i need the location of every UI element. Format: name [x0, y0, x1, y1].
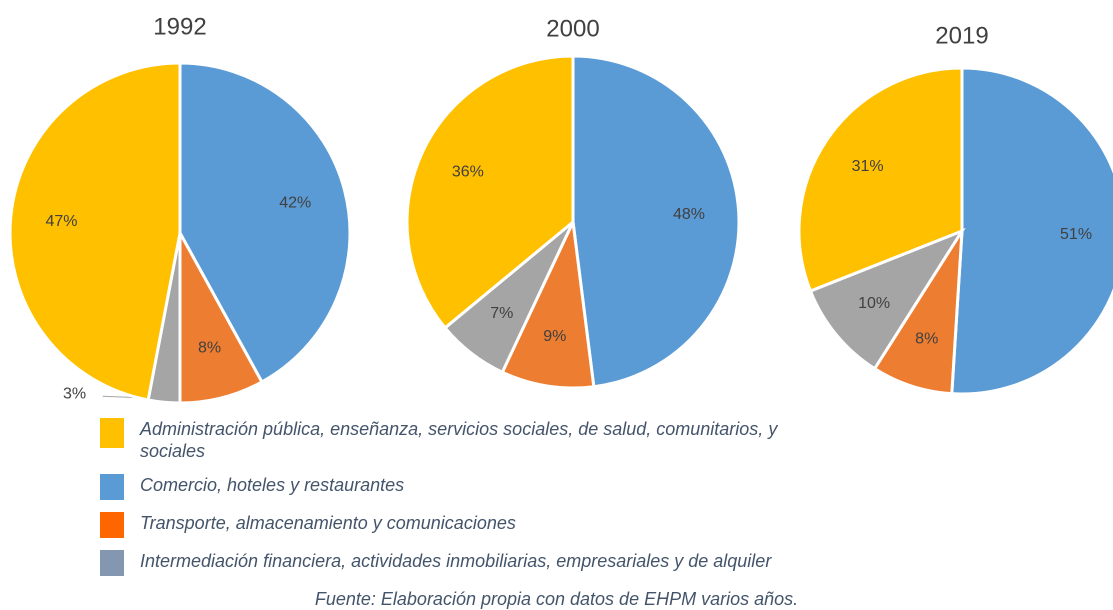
data-label: 47% [46, 213, 78, 230]
legend-swatch [100, 474, 124, 500]
pie-slice [500, 216, 596, 390]
pie-slice [797, 66, 964, 293]
legend-label: Comercio, hoteles y restaurantes [140, 475, 405, 495]
legend-item: Transporte, almacenamiento y comunicacio… [100, 512, 980, 538]
data-label: 51% [1060, 226, 1092, 243]
source-note: Fuente: Elaboración propia con datos de … [314, 589, 799, 609]
legend-item: Comercio, hoteles y restaurantes [100, 474, 980, 500]
legend-swatch [100, 512, 124, 538]
data-label: 3% [63, 385, 86, 402]
pie-slice [808, 227, 966, 371]
legend-item: Intermediación financiera, actividades i… [100, 550, 980, 576]
data-label: 8% [198, 339, 221, 356]
chart-title: 2000 [546, 15, 599, 42]
data-label: 48% [673, 206, 705, 223]
pie-slice [178, 61, 352, 385]
data-label: 10% [858, 295, 890, 312]
data-label: 7% [490, 305, 513, 322]
data-label: 36% [452, 164, 484, 181]
legend-swatch [100, 418, 124, 448]
chart-title: 2019 [935, 22, 988, 49]
data-label: 42% [279, 195, 311, 212]
legend: Administración pública, enseñanza, servi… [100, 418, 980, 588]
data-label: 9% [543, 328, 566, 345]
pie-slice [405, 54, 575, 330]
pie-slice [950, 66, 1113, 396]
legend-label: Intermediación financiera, actividades i… [140, 551, 772, 571]
pie-slice [571, 54, 741, 389]
data-label: 8% [915, 331, 938, 348]
data-label: 31% [852, 158, 884, 175]
legend-swatch [100, 550, 124, 576]
legend-item: Administración pública, enseñanza, servi… [100, 418, 980, 462]
legend-label: Transporte, almacenamiento y comunicacio… [140, 513, 516, 533]
charts: 1992 42% 8% 3% 47% 2000 48% 9% 7% 36% 2019 51% 8% 10%… [8, 13, 1113, 405]
legend-label: Administración pública, enseñanza, servi… [140, 419, 778, 461]
chart-title: 1992 [153, 13, 206, 40]
pie-slice [8, 61, 182, 402]
